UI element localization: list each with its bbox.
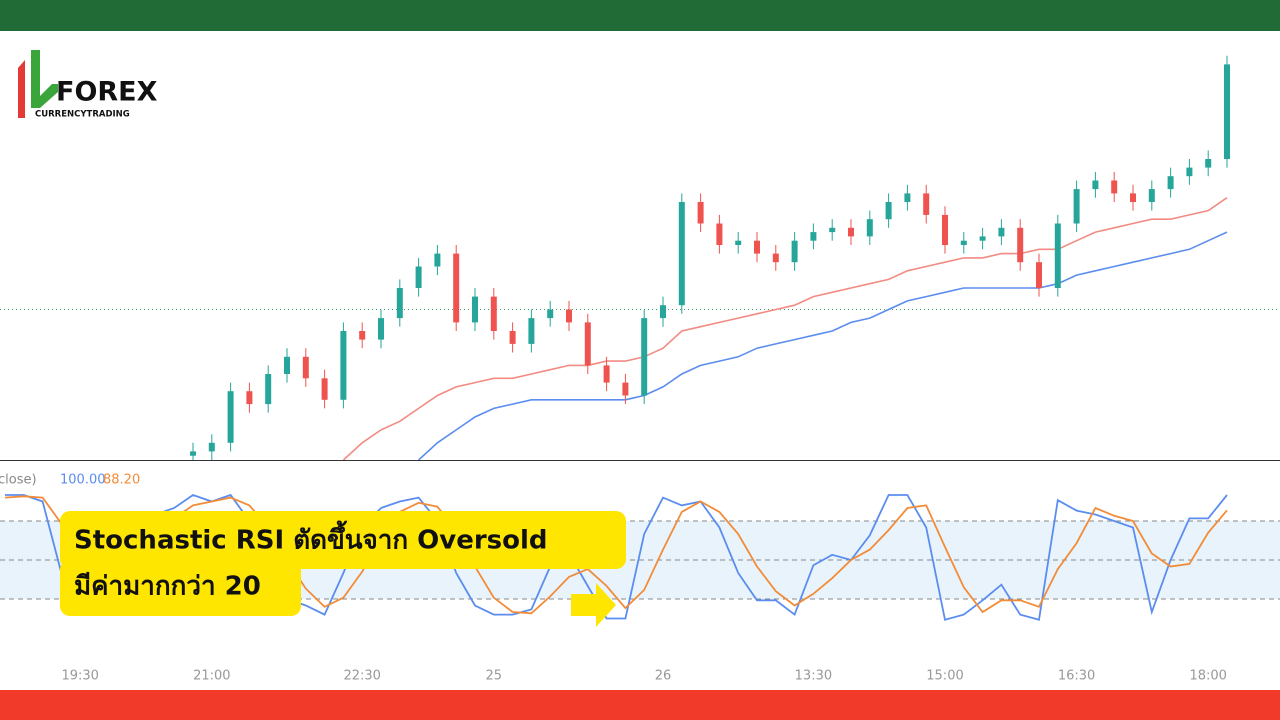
- candle-body: [885, 202, 892, 220]
- x-tick-label: 16:30: [1058, 669, 1095, 684]
- candle-body: [246, 391, 253, 405]
- candle-body: [754, 240, 760, 254]
- candle-body: [1148, 189, 1155, 202]
- candle-body: [378, 318, 384, 340]
- candle-body: [566, 309, 572, 323]
- stoch-legend: close) 100.00 88.20: [0, 473, 140, 488]
- moving-average: [418, 231, 1228, 460]
- logo-title: FOREX: [56, 77, 158, 108]
- logo-subtitle: CURRENCYTRADING: [35, 110, 130, 120]
- candle-body: [1186, 167, 1193, 177]
- candle-body: [1205, 159, 1212, 168]
- annotation-text: มีค่ามากกว่า 20: [74, 572, 261, 602]
- arrow: [571, 583, 616, 627]
- candle-body: [509, 331, 516, 344]
- annotation-box: [60, 560, 301, 616]
- candle-body: [415, 266, 422, 288]
- candle-body: [960, 240, 967, 245]
- candle-body: [547, 309, 554, 319]
- candle-body: [660, 305, 666, 319]
- x-tick-label: 18:00: [1189, 669, 1226, 684]
- candle-body: [227, 391, 234, 443]
- candle-body: [1167, 176, 1174, 190]
- candle-body: [998, 227, 1005, 237]
- x-tick-label: 13:30: [795, 669, 832, 684]
- candle-body: [622, 382, 629, 396]
- x-tick-label: 15:00: [926, 669, 963, 684]
- logo: FOREX CURRENCYTRADING: [18, 50, 158, 120]
- x-tick-label: 22:30: [343, 669, 380, 684]
- candle-body: [490, 296, 497, 331]
- candle-body: [208, 442, 215, 452]
- candle-body: [697, 202, 704, 224]
- candle-body: [829, 227, 836, 233]
- candle-body: [340, 331, 347, 400]
- candle-body: [528, 318, 535, 344]
- candle-body: [1054, 223, 1061, 288]
- candle-body: [641, 318, 648, 396]
- candle-body: [866, 219, 873, 237]
- candle-body: [396, 288, 403, 319]
- candle-body: [772, 253, 779, 263]
- candle-body: [359, 331, 366, 340]
- candle-body: [1130, 193, 1136, 202]
- candle-body: [472, 296, 478, 323]
- moving-average: [342, 197, 1228, 460]
- candle-body: [1224, 64, 1230, 159]
- candle-body: [716, 223, 723, 245]
- candle-body: [603, 365, 610, 383]
- candle-body: [1073, 189, 1080, 224]
- candle-body: [678, 202, 685, 306]
- annotation: Stochastic RSI ตัดขึ้นจาก Oversold มีค่า…: [60, 511, 626, 627]
- legend-k: 100.00: [60, 473, 106, 488]
- candle-body: [584, 322, 591, 366]
- candle-body: [265, 374, 272, 405]
- legend-d: 88.20: [103, 473, 140, 488]
- bottom-bar: [0, 690, 1280, 720]
- candle-body: [302, 356, 309, 379]
- candle-body: [190, 451, 196, 456]
- stoch-line: [5, 493, 1228, 621]
- candle-body: [735, 240, 742, 245]
- top-bar: [0, 0, 1280, 31]
- candle-body: [434, 253, 441, 267]
- candle-body: [923, 193, 930, 215]
- x-tick-label: 19:30: [61, 669, 98, 684]
- annotation-text: Stochastic RSI ตัดขึ้นจาก Oversold: [74, 520, 548, 556]
- candle-body: [1111, 180, 1118, 194]
- annotation-box: [60, 511, 626, 569]
- x-tick-label: 21:00: [193, 669, 230, 684]
- candle-body: [942, 214, 948, 245]
- candle-body: [321, 378, 328, 400]
- candle-body: [979, 236, 986, 241]
- candle-body: [1092, 180, 1099, 190]
- candle-body: [810, 232, 817, 241]
- candle-body: [1036, 262, 1042, 288]
- logo-mark: [31, 50, 58, 108]
- x-tick-label: 25: [486, 669, 503, 684]
- stoch-line: [4, 495, 1228, 615]
- candle-body: [1017, 227, 1024, 263]
- candle-body: [904, 193, 911, 202]
- candle-body: [791, 240, 798, 263]
- price-panel: [0, 55, 1280, 460]
- candle-body: [284, 356, 290, 374]
- logo-mark: [18, 60, 25, 118]
- x-tick-label: 26: [655, 669, 672, 684]
- candle-body: [848, 227, 854, 237]
- legend-source: close): [0, 473, 37, 488]
- candle-body: [453, 253, 460, 323]
